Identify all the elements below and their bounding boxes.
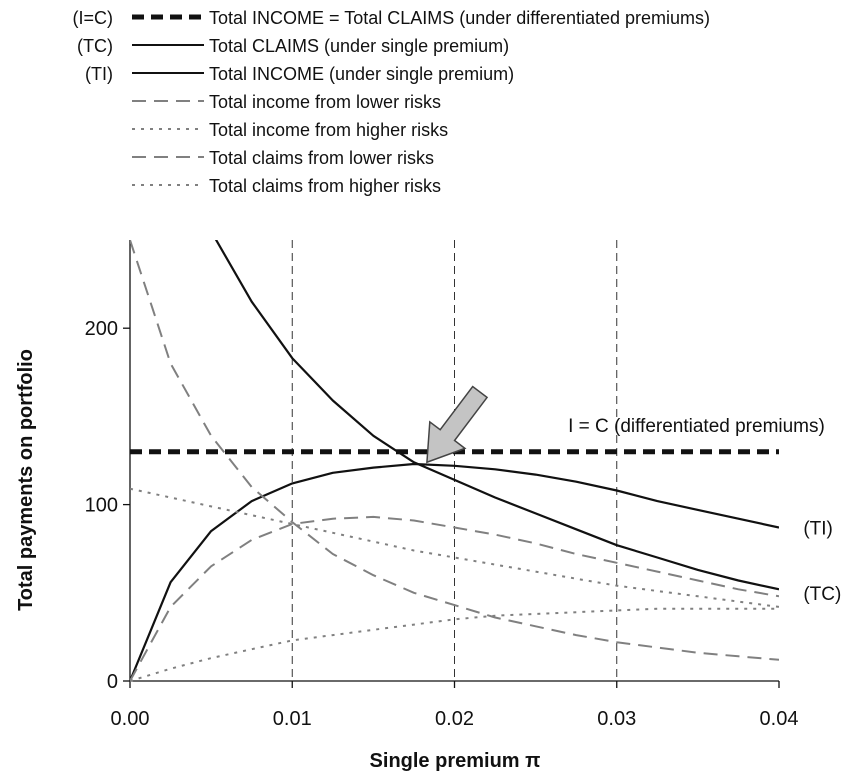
reference-lines	[291, 240, 618, 681]
legend-item: Total income from higher risks	[132, 120, 448, 140]
annotation-label: (TI)	[803, 519, 833, 540]
legend-item: (TC) Total CLAIMS (under single premium)	[77, 36, 509, 56]
annotation-label: I = C (differentiated premiums)	[568, 416, 825, 437]
x-tick-label: 0.00	[111, 708, 150, 730]
series-line-total-claims-under-single-premium	[214, 240, 779, 591]
legend-item: (I=C) Total INCOME = Total CLAIMS (under …	[73, 8, 711, 28]
series-line-total-claims-from-higher-risks	[130, 487, 779, 608]
legend-label: Total claims from higher risks	[209, 176, 441, 196]
legend-item: Total claims from higher risks	[132, 176, 441, 196]
x-axis-title: Single premium π	[370, 750, 541, 772]
x-tick-label: 0.01	[273, 708, 312, 730]
legend-label: Total income from lower risks	[209, 92, 441, 112]
legend-label: Total INCOME = Total CLAIMS (under diffe…	[209, 8, 710, 28]
x-tick-label: 0.04	[760, 708, 799, 730]
annotation-label: (TC)	[803, 584, 841, 605]
legend-item: (TI) Total INCOME (under single premium)	[85, 64, 514, 84]
x-tick-label: 0.03	[597, 708, 636, 730]
y-tick-label: 100	[85, 495, 118, 517]
annotations: I = C (differentiated premiums) (TI) (TC)	[426, 385, 841, 605]
legend-item: Total income from lower risks	[132, 92, 441, 112]
y-tick-label: 0	[107, 671, 118, 693]
legend-key: (I=C)	[73, 8, 114, 28]
legend-key: (TI)	[85, 64, 113, 84]
y-tick-label: 200	[85, 318, 118, 340]
legend: (I=C) Total INCOME = Total CLAIMS (under …	[73, 8, 711, 196]
y-axis-title: Total payments on portfolio	[15, 349, 37, 611]
series-line-total-income-from-lower-risks	[130, 515, 779, 682]
arrow-marker	[426, 385, 489, 464]
legend-label: Total INCOME (under single premium)	[209, 64, 514, 84]
legend-label: Total income from higher risks	[209, 120, 448, 140]
legend-label: Total claims from lower risks	[209, 148, 434, 168]
series-line-total-income-under-single-premium	[130, 462, 779, 682]
axes: 0.00 0.01 0.02 0.03 0.04 0 100 200	[85, 240, 799, 730]
legend-item: Total claims from lower risks	[132, 148, 434, 168]
legend-key: (TC)	[77, 36, 113, 56]
x-tick-label: 0.02	[435, 708, 474, 730]
series-line-total-claims-from-lower-risks	[130, 240, 779, 661]
legend-label: Total CLAIMS (under single premium)	[209, 36, 509, 56]
